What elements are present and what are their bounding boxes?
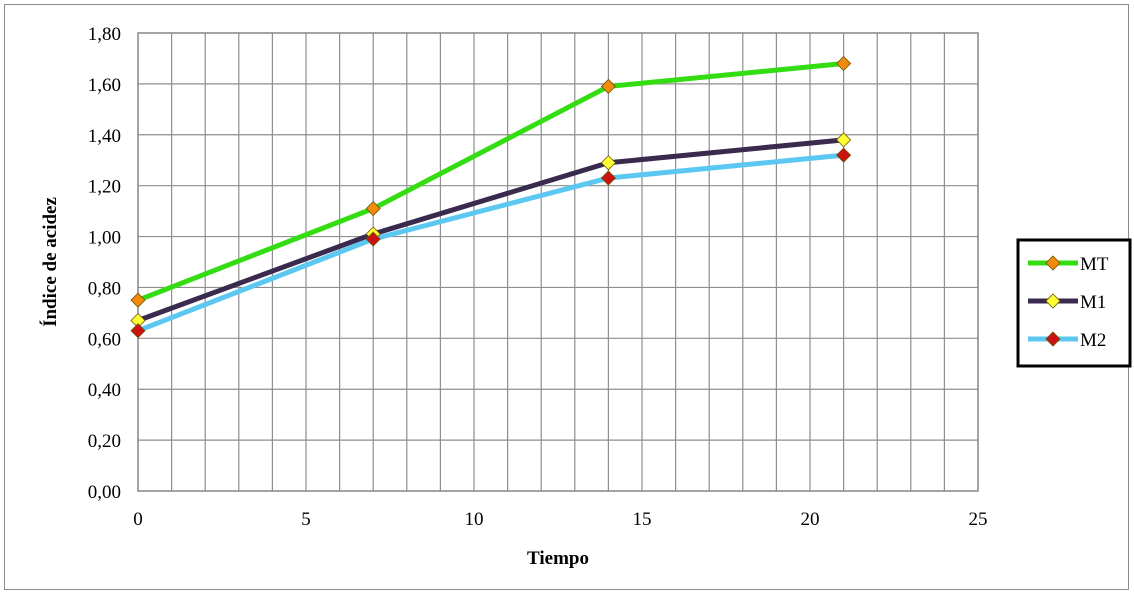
legend-label: M1 xyxy=(1080,292,1106,313)
legend-label: MT xyxy=(1080,254,1109,275)
data-point-mt xyxy=(365,201,381,217)
series-line-m1 xyxy=(135,137,847,324)
y-tick-label: 0,20 xyxy=(88,431,121,452)
data-point-mt xyxy=(836,55,852,72)
x-tick-label: 0 xyxy=(133,509,143,530)
data-point-m2 xyxy=(836,147,852,163)
y-tick-label: 0,80 xyxy=(88,278,121,299)
legend-label: M2 xyxy=(1080,330,1106,351)
x-axis-title: Tiempo xyxy=(527,548,589,569)
series-line-mt xyxy=(135,61,847,303)
data-point-mt xyxy=(600,78,616,94)
series-line-m2 xyxy=(135,152,847,334)
y-tick-label: 0,60 xyxy=(88,329,121,350)
data-point-m1 xyxy=(600,155,616,171)
legend-marker-m2 xyxy=(1045,331,1061,347)
y-tick-label: 0,00 xyxy=(88,482,121,503)
grid xyxy=(138,33,978,491)
y-axis-ticks: 0,00 0,20 0,40 0,60 0,80 1,00 1,20 1,40 1,60 1,80 xyxy=(88,24,121,503)
series-markers xyxy=(130,55,852,339)
x-tick-label: 10 xyxy=(465,509,484,530)
data-point-m2 xyxy=(130,323,146,339)
y-tick-label: 1,60 xyxy=(88,75,121,96)
x-tick-label: 15 xyxy=(633,509,652,530)
x-tick-label: 20 xyxy=(801,509,820,530)
legend-marker-mt xyxy=(1045,255,1061,271)
y-tick-label: 1,80 xyxy=(88,24,121,45)
y-tick-label: 0,40 xyxy=(88,380,121,401)
y-tick-label: 1,20 xyxy=(88,177,121,198)
data-point-m2 xyxy=(600,170,616,186)
y-tick-label: 1,40 xyxy=(88,126,121,147)
data-point-m1 xyxy=(836,132,852,148)
plot-area xyxy=(137,32,979,492)
data-point-m2 xyxy=(365,231,381,247)
x-tick-label: 25 xyxy=(969,509,988,530)
chart-frame xyxy=(4,4,1129,590)
series-lines xyxy=(135,61,847,334)
y-axis-title: Índice de acidez xyxy=(39,197,61,327)
legend: MT M1 M2 xyxy=(1016,238,1132,368)
legend-marker-m1 xyxy=(1045,293,1061,309)
data-point-mt xyxy=(130,292,146,308)
y-tick-label: 1,00 xyxy=(88,228,121,249)
x-axis-ticks: 0 5 10 15 20 25 xyxy=(133,509,987,530)
x-tick-label: 5 xyxy=(301,509,311,530)
